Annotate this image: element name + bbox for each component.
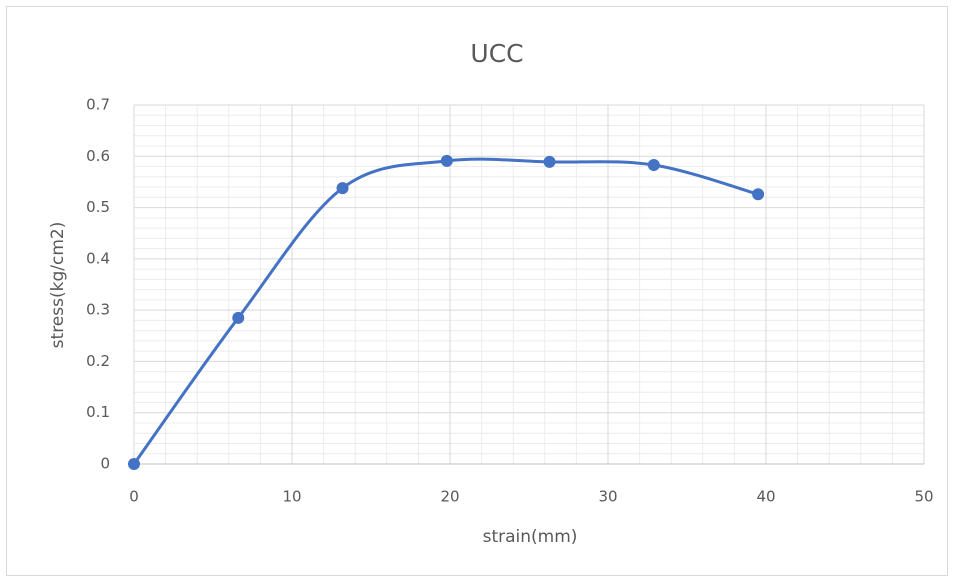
data-point bbox=[440, 154, 453, 167]
y-tick-label: 0 bbox=[100, 455, 110, 473]
y-tick-label: 0.5 bbox=[86, 198, 110, 216]
chart-title: UCC bbox=[470, 39, 523, 68]
x-tick-label: 10 bbox=[282, 488, 301, 506]
data-point bbox=[543, 155, 556, 168]
y-tick-label: 0.6 bbox=[86, 147, 110, 165]
chart-border bbox=[6, 6, 948, 576]
data-point bbox=[128, 458, 140, 470]
x-tick-label: 40 bbox=[756, 488, 775, 506]
data-point bbox=[232, 311, 245, 324]
y-axis-title: stress(kg/cm2) bbox=[48, 222, 68, 349]
x-axis-title: strain(mm) bbox=[483, 527, 578, 547]
y-tick-label: 0.2 bbox=[86, 352, 110, 370]
x-tick-label: 0 bbox=[129, 488, 139, 506]
x-tick-label: 20 bbox=[440, 488, 459, 506]
x-tick-label: 30 bbox=[598, 488, 617, 506]
data-point bbox=[647, 159, 660, 172]
y-tick-label: 0.7 bbox=[86, 96, 110, 114]
y-tick-label: 0.1 bbox=[86, 403, 110, 421]
data-point bbox=[336, 182, 349, 195]
y-tick-label: 0.4 bbox=[86, 249, 110, 267]
y-tick-label: 0.3 bbox=[86, 301, 110, 319]
data-point bbox=[752, 188, 765, 201]
x-tick-label: 50 bbox=[914, 488, 933, 506]
